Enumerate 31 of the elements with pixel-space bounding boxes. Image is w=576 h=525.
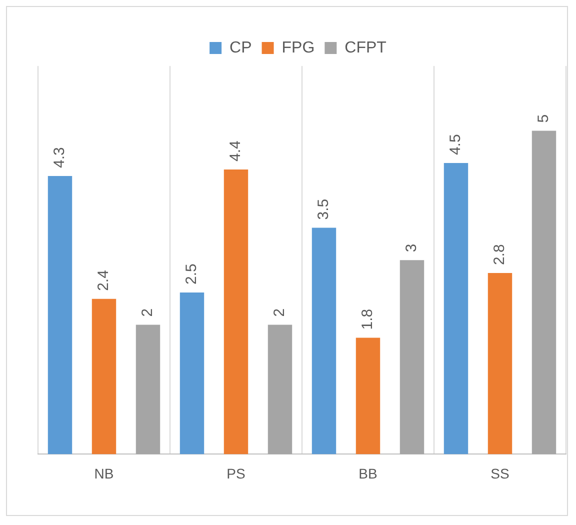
x-tick-label: NB: [94, 465, 114, 482]
data-label: 3.5: [315, 198, 332, 220]
bar: [92, 298, 116, 454]
x-tick-label: SS: [490, 465, 510, 482]
bar: [180, 292, 204, 454]
bar: [532, 130, 556, 454]
x-tick-label: PS: [226, 465, 246, 482]
data-label: 1.8: [359, 308, 376, 330]
data-label: 4.5: [447, 134, 464, 156]
legend-label: FPG: [282, 39, 315, 56]
data-label: 2: [271, 308, 288, 317]
bar: [48, 176, 72, 454]
data-label: 2.8: [491, 244, 508, 266]
bar: [268, 324, 292, 454]
bar: [312, 228, 336, 454]
bar: [400, 260, 424, 454]
data-label: 2: [139, 308, 156, 317]
data-label: 3: [403, 244, 420, 252]
legend-label: CP: [230, 39, 252, 56]
x-tick-label: BB: [358, 465, 378, 482]
data-label: 2.5: [183, 264, 200, 284]
bar: [356, 338, 380, 454]
bar: [488, 273, 512, 454]
data-label: 4.3: [51, 147, 68, 168]
data-label: 4.4: [227, 140, 244, 162]
bar: [224, 170, 248, 454]
bar: [136, 324, 160, 454]
data-label: 2.4: [95, 270, 112, 291]
bar: [444, 163, 468, 454]
data-label: 5: [535, 114, 552, 123]
legend-label: CFPT: [344, 39, 387, 56]
